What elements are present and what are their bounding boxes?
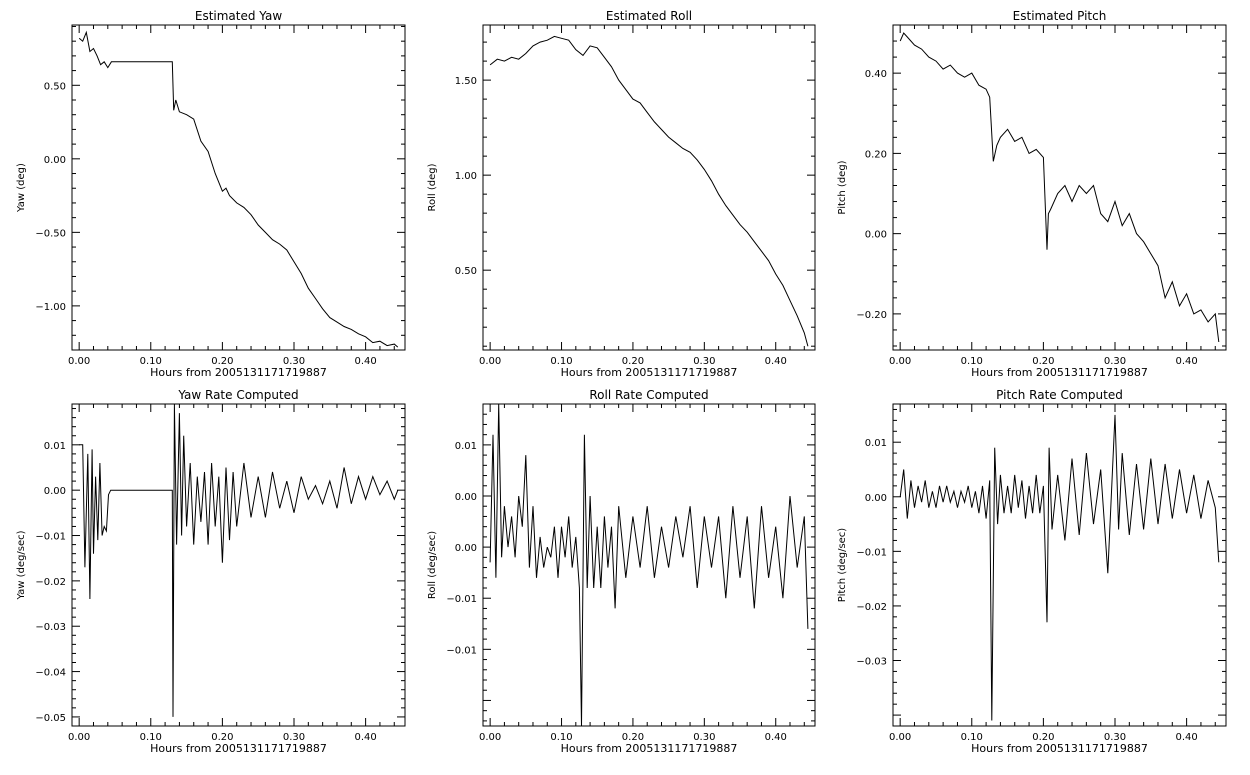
plot-frame bbox=[892, 403, 1227, 727]
plot-frame bbox=[71, 24, 406, 351]
x-tick-label: 0.00 bbox=[68, 356, 90, 367]
y-tick-label: −0.01 bbox=[446, 645, 477, 656]
x-axis-label: Hours from 2005131171719887 bbox=[971, 742, 1148, 755]
x-axis-label: Hours from 2005131171719887 bbox=[150, 742, 327, 755]
x-tick-label: 0.30 bbox=[693, 356, 715, 367]
x-tick-label: 0.40 bbox=[1175, 732, 1197, 743]
x-tick-label: 0.10 bbox=[550, 356, 572, 367]
plot-frame bbox=[892, 24, 1227, 351]
series-line bbox=[489, 35, 809, 347]
plot-frame bbox=[71, 403, 406, 727]
x-tick-label: 0.10 bbox=[961, 732, 983, 743]
plot-title: Estimated Yaw bbox=[195, 9, 282, 23]
x-tick-label: 0.10 bbox=[140, 356, 162, 367]
y-tick-label: −0.50 bbox=[35, 228, 66, 239]
plot-title: Estimated Pitch bbox=[1013, 9, 1107, 23]
plot-title: Pitch Rate Computed bbox=[996, 388, 1123, 402]
plot-panel-6: Pitch Rate Computed Hours from 2005131171… bbox=[837, 388, 1227, 755]
x-tick-label: 0.40 bbox=[354, 356, 376, 367]
y-tick-label: −0.03 bbox=[35, 622, 66, 633]
plot-panel-1: Estimated Yaw Hours from 2005131171719887… bbox=[16, 9, 406, 379]
y-tick-label: 0.00 bbox=[865, 493, 887, 504]
x-tick-label: 0.30 bbox=[283, 356, 305, 367]
series-line bbox=[79, 403, 399, 717]
x-tick-label: 0.10 bbox=[550, 732, 572, 743]
x-tick-label: 0.20 bbox=[622, 356, 644, 367]
x-tick-label: 0.30 bbox=[1104, 732, 1126, 743]
y-tick-label: −0.05 bbox=[35, 713, 66, 724]
y-tick-label: 1.50 bbox=[455, 76, 477, 87]
y-tick-label: −0.02 bbox=[856, 602, 887, 613]
x-tick-label: 0.30 bbox=[1104, 356, 1126, 367]
plot-title: Roll Rate Computed bbox=[589, 388, 708, 402]
y-tick-label: 0.00 bbox=[865, 230, 887, 241]
y-axis-label: Yaw (deg/sec) bbox=[16, 530, 27, 600]
y-tick-label: −0.02 bbox=[35, 577, 66, 588]
y-axis-label: Pitch (deg) bbox=[837, 160, 848, 214]
x-tick-label: 0.00 bbox=[889, 732, 911, 743]
y-tick-label: −0.20 bbox=[856, 310, 887, 321]
series-line bbox=[489, 403, 809, 727]
x-tick-label: 0.40 bbox=[354, 732, 376, 743]
y-tick-label: 0.50 bbox=[44, 81, 66, 92]
plot-title: Yaw Rate Computed bbox=[177, 388, 298, 402]
x-tick-label: 0.20 bbox=[622, 732, 644, 743]
plot-panel-5: Roll Rate Computed Hours from 20051311717… bbox=[427, 388, 816, 755]
x-axis-label: Hours from 2005131171719887 bbox=[561, 366, 738, 379]
y-tick-label: −0.01 bbox=[446, 594, 477, 605]
y-tick-label: −0.01 bbox=[35, 532, 66, 543]
y-tick-label: −0.04 bbox=[35, 668, 66, 679]
y-tick-label: 0.01 bbox=[455, 441, 477, 452]
plot-title: Estimated Roll bbox=[606, 9, 692, 23]
x-tick-label: 0.30 bbox=[693, 732, 715, 743]
y-tick-label: 0.50 bbox=[455, 266, 477, 277]
x-tick-label: 0.00 bbox=[889, 356, 911, 367]
x-tick-label: 0.00 bbox=[479, 732, 501, 743]
series-line bbox=[78, 30, 399, 348]
y-tick-label: −0.03 bbox=[856, 657, 887, 668]
series-line bbox=[899, 32, 1220, 343]
y-tick-label: −0.01 bbox=[856, 547, 887, 558]
x-axis-label: Hours from 2005131171719887 bbox=[561, 742, 738, 755]
x-axis-label: Hours from 2005131171719887 bbox=[150, 366, 327, 379]
y-axis-label: Roll (deg) bbox=[427, 163, 438, 211]
y-tick-label: 0.01 bbox=[865, 438, 887, 449]
y-tick-label: 0.00 bbox=[44, 155, 66, 166]
y-tick-label: 0.01 bbox=[44, 441, 66, 452]
plot-frame bbox=[482, 24, 816, 351]
series-line bbox=[899, 414, 1220, 721]
x-tick-label: 0.20 bbox=[1032, 356, 1054, 367]
x-tick-label: 0.30 bbox=[283, 732, 305, 743]
plot-panel-4: Yaw Rate Computed Hours from 200513117171… bbox=[16, 388, 406, 755]
x-axis-label: Hours from 2005131171719887 bbox=[971, 366, 1148, 379]
x-tick-label: 0.40 bbox=[765, 732, 787, 743]
x-tick-label: 0.10 bbox=[140, 732, 162, 743]
y-tick-label: 1.00 bbox=[455, 171, 477, 182]
plot-panel-2: Estimated Roll Hours from 200513117171988… bbox=[427, 9, 816, 379]
y-tick-label: 0.40 bbox=[865, 69, 887, 80]
y-tick-label: 0.00 bbox=[455, 543, 477, 554]
x-tick-label: 0.40 bbox=[1175, 356, 1197, 367]
y-tick-label: −1.00 bbox=[35, 302, 66, 313]
x-tick-label: 0.10 bbox=[961, 356, 983, 367]
y-tick-label: 0.00 bbox=[44, 486, 66, 497]
x-tick-label: 0.00 bbox=[68, 732, 90, 743]
y-axis-label: Yaw (deg) bbox=[16, 163, 27, 213]
x-tick-label: 0.40 bbox=[765, 356, 787, 367]
plot-panel-3: Estimated Pitch Hours from 20051311717198… bbox=[837, 9, 1227, 379]
x-tick-label: 0.20 bbox=[211, 356, 233, 367]
y-axis-label: Pitch (deg/sec) bbox=[837, 528, 848, 603]
x-tick-label: 0.20 bbox=[1032, 732, 1054, 743]
plot-frame bbox=[482, 403, 816, 727]
x-tick-label: 0.00 bbox=[479, 356, 501, 367]
y-tick-label: 0.20 bbox=[865, 149, 887, 160]
x-tick-label: 0.20 bbox=[211, 732, 233, 743]
y-axis-label: Roll (deg/sec) bbox=[427, 531, 438, 599]
y-tick-label: 0.00 bbox=[455, 492, 477, 503]
